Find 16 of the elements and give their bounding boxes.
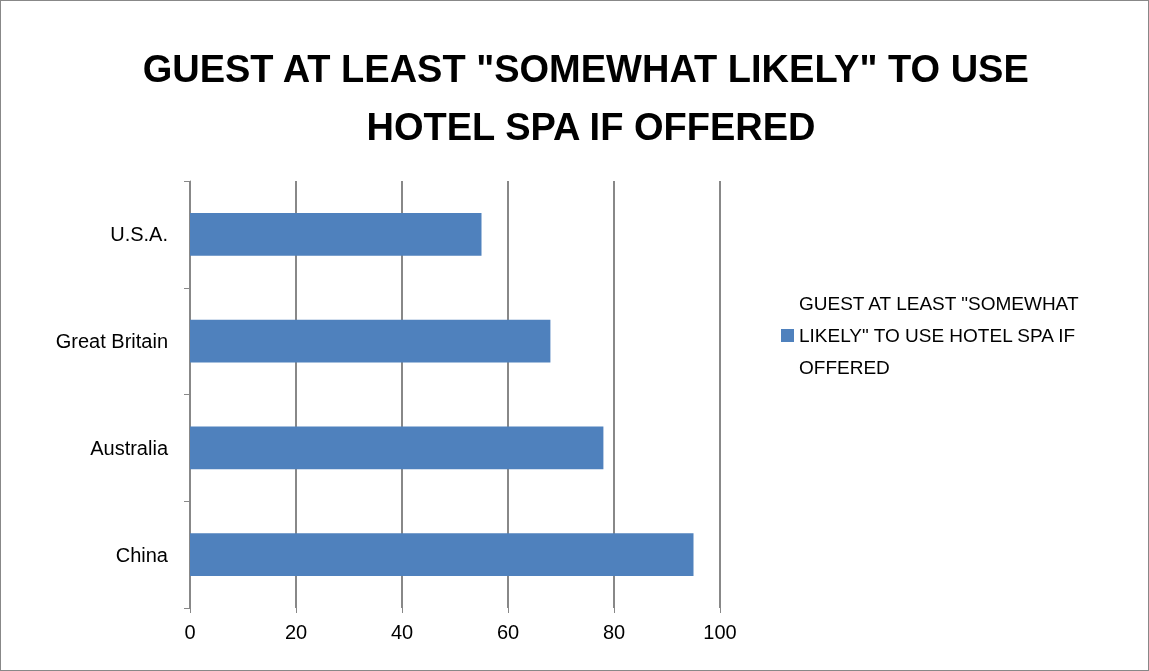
x-tick-label: 100 (703, 621, 737, 643)
bar (190, 319, 551, 363)
bar (190, 426, 604, 470)
bar (190, 213, 482, 256)
chart-title: GUEST AT LEAST "SOMEWHAT LIKELY" TO USE HOTEL SPA IF OFFERED (142, 48, 1040, 148)
x-tick-label: 80 (602, 621, 626, 643)
x-tick-label: 60 (496, 621, 520, 643)
y-tick-label: U.S.A. (110, 223, 168, 246)
legend-label: GUEST AT LEAST "SOMEWHAT LIKELY" TO USE HOTEL SPA IF OFFERED (799, 293, 1084, 378)
y-tick-label: Australia (90, 436, 169, 459)
y-tick-label: China (115, 543, 169, 566)
y-tick-label: Great Britain (55, 330, 168, 353)
bar (190, 533, 694, 576)
x-tick-label: 40 (390, 621, 414, 643)
x-tick-label: 0 (184, 621, 196, 643)
x-tick-label: 20 (284, 621, 308, 643)
